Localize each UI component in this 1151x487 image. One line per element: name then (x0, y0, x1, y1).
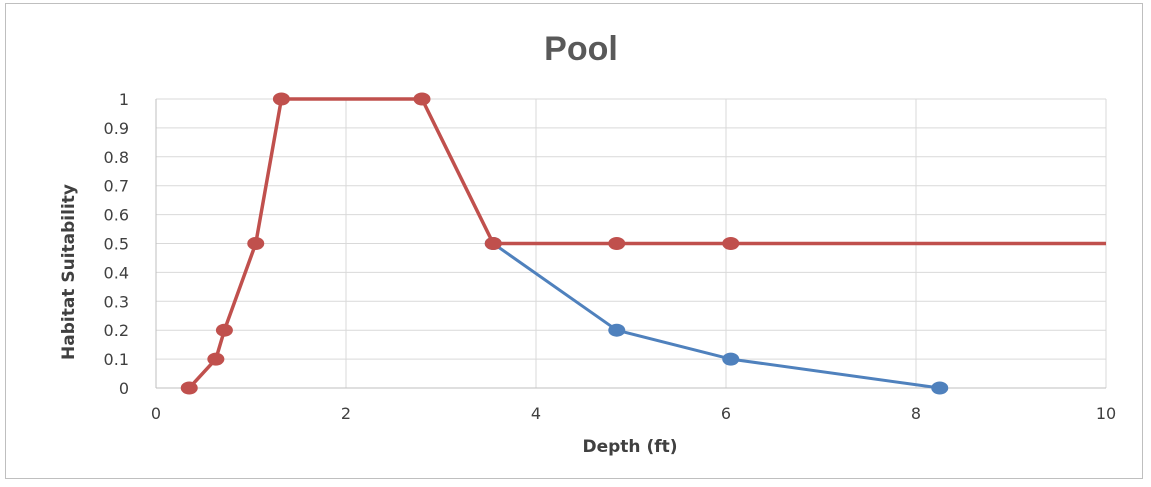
chart-title: Pool (544, 30, 618, 68)
data-point (180, 381, 198, 395)
y-tick-label: 0.8 (104, 148, 129, 167)
data-point (272, 92, 290, 106)
y-tick-label: 0.3 (104, 292, 129, 311)
x-axis-title: Depth (ft) (582, 437, 677, 457)
x-tick-label: 0 (151, 404, 161, 423)
x-tick-labels: 0 2 4 6 8 10 (151, 404, 1116, 423)
series-2 (180, 92, 1106, 395)
y-tick-labels: 0 0.1 0.2 0.3 0.4 0.5 0.6 0.7 0.8 0.9 1 (104, 90, 129, 398)
series-1 (484, 237, 949, 395)
y-tick-label: 0 (119, 379, 129, 398)
y-axis-title: Habitat Suitability (59, 184, 79, 360)
data-point (722, 237, 740, 250)
x-tick-label: 6 (721, 404, 731, 423)
y-tick-label: 0.2 (104, 321, 129, 340)
y-tick-label: 0.1 (104, 350, 129, 369)
x-tick-label: 10 (1096, 404, 1116, 423)
data-point (608, 323, 626, 337)
y-tick-label: 0.4 (104, 263, 129, 282)
y-tick-label: 0.6 (104, 206, 129, 225)
chart-frame (5, 3, 1143, 479)
y-tick-label: 1 (119, 90, 129, 109)
series-line (187, 97, 1106, 390)
series-layer (180, 92, 1106, 395)
x-tick-label: 8 (911, 404, 921, 423)
data-point (608, 237, 626, 250)
data-point (931, 381, 949, 395)
y-tick-label: 0.7 (104, 177, 129, 196)
x-tick-label: 4 (531, 404, 541, 423)
data-point (215, 323, 233, 337)
data-point (207, 352, 225, 366)
data-point (247, 237, 265, 250)
data-point (484, 237, 502, 250)
data-point (722, 352, 740, 366)
x-tick-label: 2 (341, 404, 351, 423)
data-point (413, 92, 431, 106)
series-line (492, 242, 940, 390)
y-tick-label: 0.5 (104, 235, 129, 254)
y-tick-label: 0.9 (104, 119, 129, 138)
